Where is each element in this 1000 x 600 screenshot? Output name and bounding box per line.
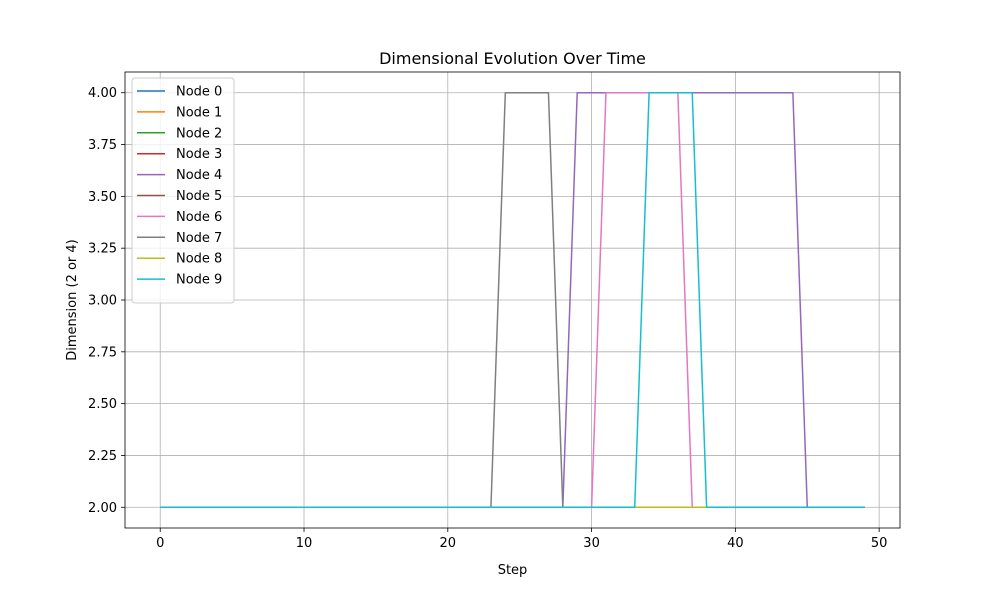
y-tick-label: 3.50 xyxy=(88,190,117,205)
legend-label-node-8: Node 8 xyxy=(176,252,222,267)
legend-label-node-2: Node 2 xyxy=(176,126,222,141)
y-tick-label: 2.25 xyxy=(88,449,117,464)
legend-label-node-1: Node 1 xyxy=(176,105,222,120)
y-tick-label: 2.00 xyxy=(88,501,117,516)
chart-title: Dimensional Evolution Over Time xyxy=(379,49,646,68)
legend-label-node-0: Node 0 xyxy=(176,85,222,100)
legend-label-node-9: Node 9 xyxy=(176,273,222,288)
legend-label-node-6: Node 6 xyxy=(176,210,222,225)
legend-label-node-7: Node 7 xyxy=(176,231,222,246)
series-lines xyxy=(160,91,865,509)
x-tick-label: 20 xyxy=(440,536,457,551)
y-tick-label: 2.75 xyxy=(88,345,117,360)
legend-frame xyxy=(131,77,235,304)
legend: Node 0 Node 1 Node 2 Node 3 Node 4 Node 5 Node… xyxy=(131,77,235,304)
x-tick-label: 40 xyxy=(727,536,744,551)
legend-label-node-4: Node 4 xyxy=(176,168,222,183)
y-tick-label: 4.00 xyxy=(88,86,117,101)
legend-label-node-3: Node 3 xyxy=(176,147,222,162)
axis-ticks: 0 10 20 30 40 50 2.00 2.25 2.50 2.75 3.00 3.25 3.50 3… xyxy=(88,86,887,551)
y-tick-label: 3.00 xyxy=(88,294,117,309)
y-tick-label: 3.25 xyxy=(88,242,117,257)
x-tick-label: 50 xyxy=(871,536,888,551)
legend-label-node-5: Node 5 xyxy=(176,189,222,204)
x-axis-title: Step xyxy=(498,563,528,578)
y-tick-label: 2.50 xyxy=(88,397,117,412)
series-line-node-9 xyxy=(160,91,865,509)
x-tick-label: 10 xyxy=(296,536,313,551)
y-tick-label: 3.75 xyxy=(88,138,117,153)
x-tick-label: 30 xyxy=(583,536,600,551)
x-tick-label: 0 xyxy=(156,536,164,551)
y-axis-title: Dimension (2 or 4) xyxy=(65,239,80,360)
